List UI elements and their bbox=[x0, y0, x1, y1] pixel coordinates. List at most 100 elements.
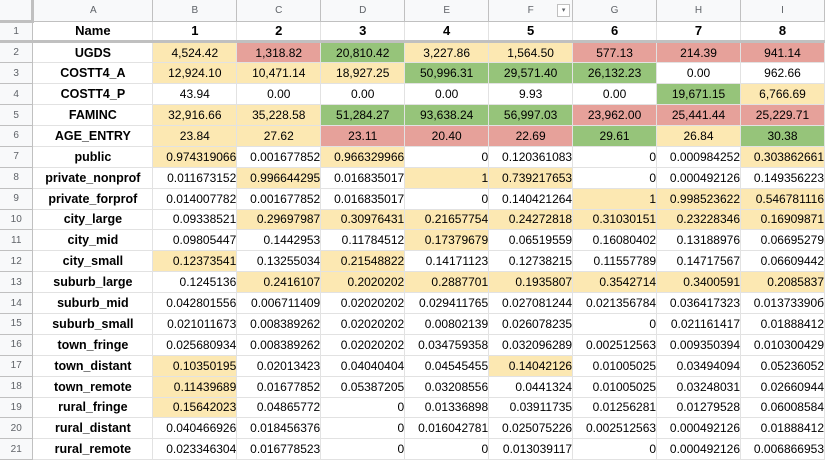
column-header-b[interactable]: B bbox=[152, 0, 238, 22]
row-label-cell[interactable]: COSTT4_P bbox=[32, 83, 154, 106]
data-cell[interactable]: 0.2020202 bbox=[320, 271, 406, 294]
data-cell[interactable]: 0 bbox=[320, 417, 406, 440]
row-label-cell[interactable]: town_distant bbox=[32, 355, 154, 377]
row-label-cell[interactable]: city_large bbox=[32, 209, 154, 231]
row-header[interactable]: 4 bbox=[0, 83, 34, 106]
row-label-cell[interactable]: suburb_mid bbox=[32, 292, 154, 314]
row-header[interactable]: 10 bbox=[0, 209, 34, 231]
row-label-cell[interactable]: suburb_small bbox=[32, 313, 154, 335]
row-header[interactable]: 15 bbox=[0, 313, 34, 335]
data-cell[interactable]: 18,927.25 bbox=[320, 62, 406, 85]
row-header[interactable]: 5 bbox=[0, 104, 34, 126]
data-cell[interactable]: 0.03911735 bbox=[488, 397, 574, 419]
column-header-g[interactable]: G bbox=[572, 0, 658, 22]
data-cell[interactable]: 51,284.27 bbox=[320, 104, 406, 126]
data-cell[interactable]: 0.02660944 bbox=[740, 376, 825, 398]
row-label-cell[interactable]: town_remote bbox=[32, 376, 154, 398]
data-cell[interactable]: 0.23228346 bbox=[656, 209, 741, 231]
data-cell[interactable]: 20,810.42 bbox=[320, 41, 406, 64]
data-cell[interactable]: 27.62 bbox=[236, 125, 322, 147]
data-cell[interactable]: 12,924.10 bbox=[152, 62, 238, 85]
data-cell[interactable]: 0.11557789 bbox=[572, 250, 658, 273]
row-label-cell[interactable]: rural_remote bbox=[32, 438, 154, 461]
data-cell[interactable]: 0.10350195 bbox=[152, 355, 238, 377]
row-header[interactable]: 1 bbox=[0, 21, 34, 44]
data-cell[interactable]: 0.000492126 bbox=[656, 438, 741, 461]
data-cell[interactable]: 0.0441324 bbox=[488, 376, 574, 398]
data-cell[interactable]: 0.05236052 bbox=[740, 355, 825, 377]
data-cell[interactable]: 0.00802139 bbox=[404, 313, 490, 335]
data-cell[interactable]: 4,524.42 bbox=[152, 41, 238, 64]
data-cell[interactable]: 0.002512563 bbox=[572, 334, 658, 356]
data-cell[interactable]: 0.040466926 bbox=[152, 417, 238, 440]
data-cell[interactable]: 0.30976431 bbox=[320, 209, 406, 231]
data-cell[interactable]: 0 bbox=[404, 438, 490, 461]
data-cell[interactable]: 23.84 bbox=[152, 125, 238, 147]
header-cell-name[interactable]: Name bbox=[32, 21, 154, 44]
data-cell[interactable]: 0.06609442 bbox=[740, 250, 825, 273]
data-cell[interactable]: 43.94 bbox=[152, 83, 238, 106]
data-cell[interactable]: 0.00 bbox=[656, 62, 741, 85]
data-cell[interactable]: 3,227.86 bbox=[404, 41, 490, 64]
data-cell[interactable]: 0 bbox=[572, 438, 658, 461]
data-cell[interactable]: 0 bbox=[572, 146, 658, 168]
data-cell[interactable]: 0 bbox=[320, 438, 406, 461]
data-cell[interactable]: 962.66 bbox=[740, 62, 825, 85]
column-header-c[interactable]: C bbox=[236, 0, 322, 22]
data-cell[interactable]: 0.04865772 bbox=[236, 397, 322, 419]
data-cell[interactable]: 0.006866953 bbox=[740, 438, 825, 461]
data-cell[interactable]: 0.05387205 bbox=[320, 376, 406, 398]
row-label-cell[interactable]: private_forprof bbox=[32, 188, 154, 210]
data-cell[interactable]: 0.016835017 bbox=[320, 188, 406, 210]
data-cell[interactable]: 0.998523622 bbox=[656, 188, 741, 210]
data-cell[interactable]: 0.21548822 bbox=[320, 250, 406, 273]
data-cell[interactable]: 0 bbox=[404, 188, 490, 210]
data-cell[interactable]: 0 bbox=[320, 397, 406, 419]
data-cell[interactable]: 1,318.82 bbox=[236, 41, 322, 64]
data-cell[interactable]: 0.17379679 bbox=[404, 229, 490, 252]
row-header[interactable]: 17 bbox=[0, 355, 34, 377]
data-cell[interactable]: 0.09805447 bbox=[152, 229, 238, 252]
data-cell[interactable]: 0.974319066 bbox=[152, 146, 238, 168]
data-cell[interactable]: 0.018456376 bbox=[236, 417, 322, 440]
data-cell[interactable]: 0 bbox=[572, 313, 658, 335]
row-header[interactable]: 6 bbox=[0, 125, 34, 147]
data-cell[interactable]: 0 bbox=[404, 146, 490, 168]
data-cell[interactable]: 0.000984252 bbox=[656, 146, 741, 168]
row-header[interactable]: 14 bbox=[0, 292, 34, 314]
row-label-cell[interactable]: suburb_large bbox=[32, 271, 154, 294]
row-header[interactable]: 11 bbox=[0, 229, 34, 252]
data-cell[interactable]: 0.01256281 bbox=[572, 397, 658, 419]
header-cell[interactable]: 8 bbox=[740, 21, 825, 44]
data-cell[interactable]: 0.29697987 bbox=[236, 209, 322, 231]
data-cell[interactable]: 0.739217653 bbox=[488, 167, 574, 189]
header-cell[interactable]: 6 bbox=[572, 21, 658, 44]
data-cell[interactable]: 0.008389262 bbox=[236, 334, 322, 356]
data-cell[interactable]: 0.15642023 bbox=[152, 397, 238, 419]
column-header-i[interactable]: I bbox=[740, 0, 825, 22]
data-cell[interactable]: 0.016042781 bbox=[404, 417, 490, 440]
column-header-d[interactable]: D bbox=[320, 0, 406, 22]
row-header[interactable]: 2 bbox=[0, 41, 34, 64]
data-cell[interactable]: 0.00 bbox=[404, 83, 490, 106]
data-cell[interactable]: 32,916.66 bbox=[152, 104, 238, 126]
data-cell[interactable]: 25,229.71 bbox=[740, 104, 825, 126]
row-header[interactable]: 21 bbox=[0, 438, 34, 461]
data-cell[interactable]: 0.001677852 bbox=[236, 146, 322, 168]
row-header[interactable]: 12 bbox=[0, 250, 34, 273]
filter-dropdown-icon[interactable]: ▾ bbox=[557, 4, 571, 17]
data-cell[interactable]: 0.006711409 bbox=[236, 292, 322, 314]
row-header[interactable]: 7 bbox=[0, 146, 34, 168]
data-cell[interactable]: 0.04040404 bbox=[320, 355, 406, 377]
data-cell[interactable]: 0.120361083 bbox=[488, 146, 574, 168]
data-cell[interactable]: 0.1245136 bbox=[152, 271, 238, 294]
data-cell[interactable]: 30.38 bbox=[740, 125, 825, 147]
column-header-e[interactable]: E bbox=[404, 0, 490, 22]
data-cell[interactable]: 0.021356784 bbox=[572, 292, 658, 314]
header-cell[interactable]: 7 bbox=[656, 21, 741, 44]
data-cell[interactable]: 0.1935807 bbox=[488, 271, 574, 294]
data-cell[interactable]: 0.996644295 bbox=[236, 167, 322, 189]
row-header[interactable]: 3 bbox=[0, 62, 34, 85]
data-cell[interactable]: 0.01005025 bbox=[572, 355, 658, 377]
data-cell[interactable]: 0.16909871 bbox=[740, 209, 825, 231]
